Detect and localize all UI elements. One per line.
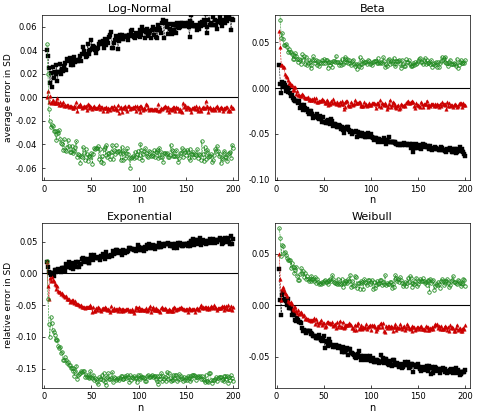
- Title: Log-Normal: Log-Normal: [108, 4, 172, 14]
- Y-axis label: average error in SD: average error in SD: [4, 53, 13, 142]
- X-axis label: n: n: [137, 195, 143, 205]
- X-axis label: n: n: [369, 195, 375, 205]
- Title: Exponential: Exponential: [107, 212, 173, 222]
- X-axis label: n: n: [369, 403, 375, 413]
- Title: Weibull: Weibull: [352, 212, 393, 222]
- Title: Beta: Beta: [359, 4, 385, 14]
- X-axis label: n: n: [137, 403, 143, 413]
- Y-axis label: relative error in SD: relative error in SD: [4, 262, 13, 348]
